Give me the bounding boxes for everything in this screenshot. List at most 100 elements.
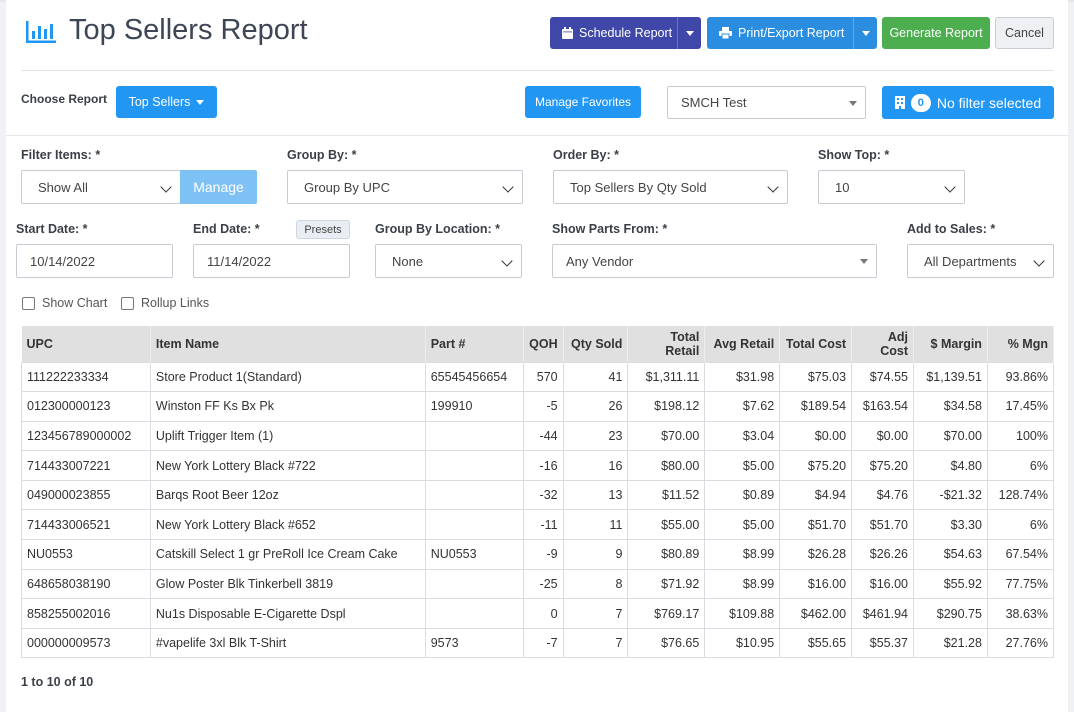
print-export-button[interactable]: Print/Export Report	[707, 17, 877, 49]
column-header[interactable]: QOH	[523, 326, 564, 362]
manage-favorites-button[interactable]: Manage Favorites	[525, 86, 641, 118]
table-row[interactable]: 648658038190 Glow Poster Blk Tinkerbell 3…	[21, 568, 1055, 600]
table-cell: $1,139.51	[913, 361, 988, 393]
caret-down-icon	[860, 259, 868, 264]
checkbox-box[interactable]	[121, 296, 134, 310]
table-cell: 65545456654	[424, 361, 524, 393]
column-header[interactable]: Qty Sold	[563, 326, 629, 362]
print-export-label: Print/Export Report	[738, 26, 845, 40]
table-cell: 714433006521	[21, 509, 151, 541]
generate-report-button[interactable]: Generate Report	[882, 17, 990, 49]
caret-down-icon	[196, 99, 205, 105]
column-header[interactable]: Avg Retail	[704, 326, 781, 362]
table-cell: $55.37	[851, 627, 915, 659]
cancel-button[interactable]: Cancel	[995, 17, 1054, 49]
table-cell: $7.62	[704, 391, 781, 422]
table-cell	[424, 420, 524, 452]
show-top-label: Show Top: *	[818, 148, 890, 162]
column-header[interactable]: $ Margin	[913, 326, 988, 362]
table-cell: 012300000123	[21, 391, 151, 422]
order-by-select[interactable]: Top Sellers By Qty Sold	[553, 170, 788, 204]
table-cell: $75.03	[779, 361, 853, 393]
group-by-location-select[interactable]: None	[375, 244, 522, 278]
table-cell: 128.74%	[986, 479, 1055, 511]
end-date-input[interactable]: 11/14/2022	[193, 244, 350, 278]
table-cell: $75.20	[779, 450, 853, 481]
table-cell: Glow Poster Blk Tinkerbell 3819	[149, 568, 426, 600]
table-row[interactable]: 000000009573 #vapelife 3xl Blk T-Shirt 957…	[21, 627, 1055, 659]
table-header-row: UPC Item Name Part # QOH Qty Sold Total …	[21, 326, 1055, 362]
report-selector-button[interactable]: Top Sellers	[116, 86, 217, 118]
table-row[interactable]: 714433006521 New York Lottery Black #652 -…	[21, 509, 1055, 541]
column-header[interactable]: Total Cost	[779, 326, 853, 362]
table-cell: 13	[562, 479, 629, 511]
add-to-sales-select[interactable]: All Departments	[907, 244, 1054, 278]
table-cell: $55.92	[913, 568, 988, 600]
table-cell: $71.92	[627, 568, 706, 600]
report-page: Top Sellers Report Schedule Report Print…	[6, 0, 1068, 712]
filter-items-select[interactable]: Show All	[21, 170, 181, 204]
start-date-input[interactable]: 10/14/2022	[16, 244, 173, 278]
rollup-links-checkbox[interactable]: Rollup Links	[121, 296, 209, 310]
table-cell: $0.89	[704, 479, 781, 511]
checkbox-box[interactable]	[22, 296, 35, 310]
choose-report-label: Choose Report	[21, 92, 108, 106]
date-presets-button[interactable]: Presets	[296, 220, 350, 239]
table-cell: $4.76	[851, 479, 915, 511]
table-row[interactable]: 714433007221 New York Lottery Black #722 -…	[21, 450, 1055, 481]
table-cell: -5	[522, 391, 564, 422]
table-cell: 16	[562, 450, 629, 481]
table-cell: 049000023855	[21, 479, 151, 511]
table-cell: $76.65	[627, 627, 706, 659]
table-cell: $5.00	[704, 450, 781, 481]
table-cell: $189.54	[779, 391, 853, 422]
chevron-down-icon	[1033, 255, 1045, 267]
table-cell: $163.54	[851, 391, 915, 422]
table-cell: $462.00	[779, 598, 853, 629]
table-cell: $80.00	[627, 450, 706, 481]
column-header[interactable]: Total Retail	[627, 326, 706, 362]
toolbar-divider	[6, 135, 1068, 136]
store-select[interactable]: SMCH Test	[667, 86, 866, 119]
table-cell: 8	[562, 568, 629, 600]
schedule-report-button[interactable]: Schedule Report	[550, 17, 701, 49]
group-by-location-label: Group By Location: *	[375, 222, 500, 236]
column-header[interactable]: Item Name	[150, 326, 426, 362]
caret-down-icon	[861, 30, 870, 36]
filter-status-label: No filter selected	[936, 94, 1042, 111]
report-table: UPC Item Name Part # QOH Qty Sold Total …	[21, 326, 1055, 659]
calendar-icon	[562, 27, 573, 39]
table-row[interactable]: 049000023855 Barqs Root Beer 12oz -32 13 $11…	[21, 479, 1055, 511]
chevron-down-icon	[501, 255, 513, 267]
show-chart-checkbox[interactable]: Show Chart	[22, 296, 107, 310]
column-header[interactable]: Adj Cost	[851, 326, 915, 362]
table-body: 111222233334 Store Product 1(Standard) 655…	[21, 361, 1055, 659]
filter-status-button[interactable]: 0 No filter selected	[882, 86, 1054, 119]
manage-filter-button[interactable]: Manage	[180, 170, 257, 204]
column-header[interactable]: UPC	[21, 326, 151, 362]
printer-icon	[719, 27, 732, 39]
show-top-select[interactable]: 10	[818, 170, 965, 204]
table-row[interactable]: 123456789000002 Uplift Trigger Item (1) -4…	[21, 420, 1055, 452]
order-by-value: Top Sellers By Qty Sold	[570, 179, 707, 195]
group-by-select[interactable]: Group By UPC	[287, 170, 523, 204]
table-cell: $0.00	[851, 420, 915, 452]
schedule-dropdown-toggle[interactable]	[677, 17, 701, 49]
group-by-label: Group By: *	[287, 148, 357, 162]
column-header[interactable]: % Mgn	[987, 326, 1055, 362]
table-row[interactable]: 012300000123 Winston FF Ks Bx Pk 199910 -5 2…	[21, 391, 1055, 422]
table-cell: $1,311.11	[627, 361, 706, 393]
table-cell: 100%	[986, 420, 1055, 452]
table-row[interactable]: 858255002016 Nu1s Disposable E-Cigarette …	[21, 598, 1055, 629]
table-cell: -11	[522, 509, 564, 541]
table-cell: $31.98	[704, 361, 781, 393]
table-row[interactable]: 111222233334 Store Product 1(Standard) 655…	[21, 361, 1055, 393]
column-header[interactable]: Part #	[425, 326, 524, 362]
table-cell: Store Product 1(Standard)	[149, 361, 426, 393]
table-row[interactable]: NU0553 Catskill Select 1 gr PreRoll Ice C…	[21, 539, 1055, 570]
print-dropdown-toggle[interactable]	[853, 17, 877, 49]
rollup-links-label: Rollup Links	[141, 296, 210, 310]
chevron-down-icon	[160, 181, 172, 193]
show-parts-from-select[interactable]: Any Vendor	[552, 244, 877, 278]
table-cell: 000000009573	[21, 627, 151, 659]
